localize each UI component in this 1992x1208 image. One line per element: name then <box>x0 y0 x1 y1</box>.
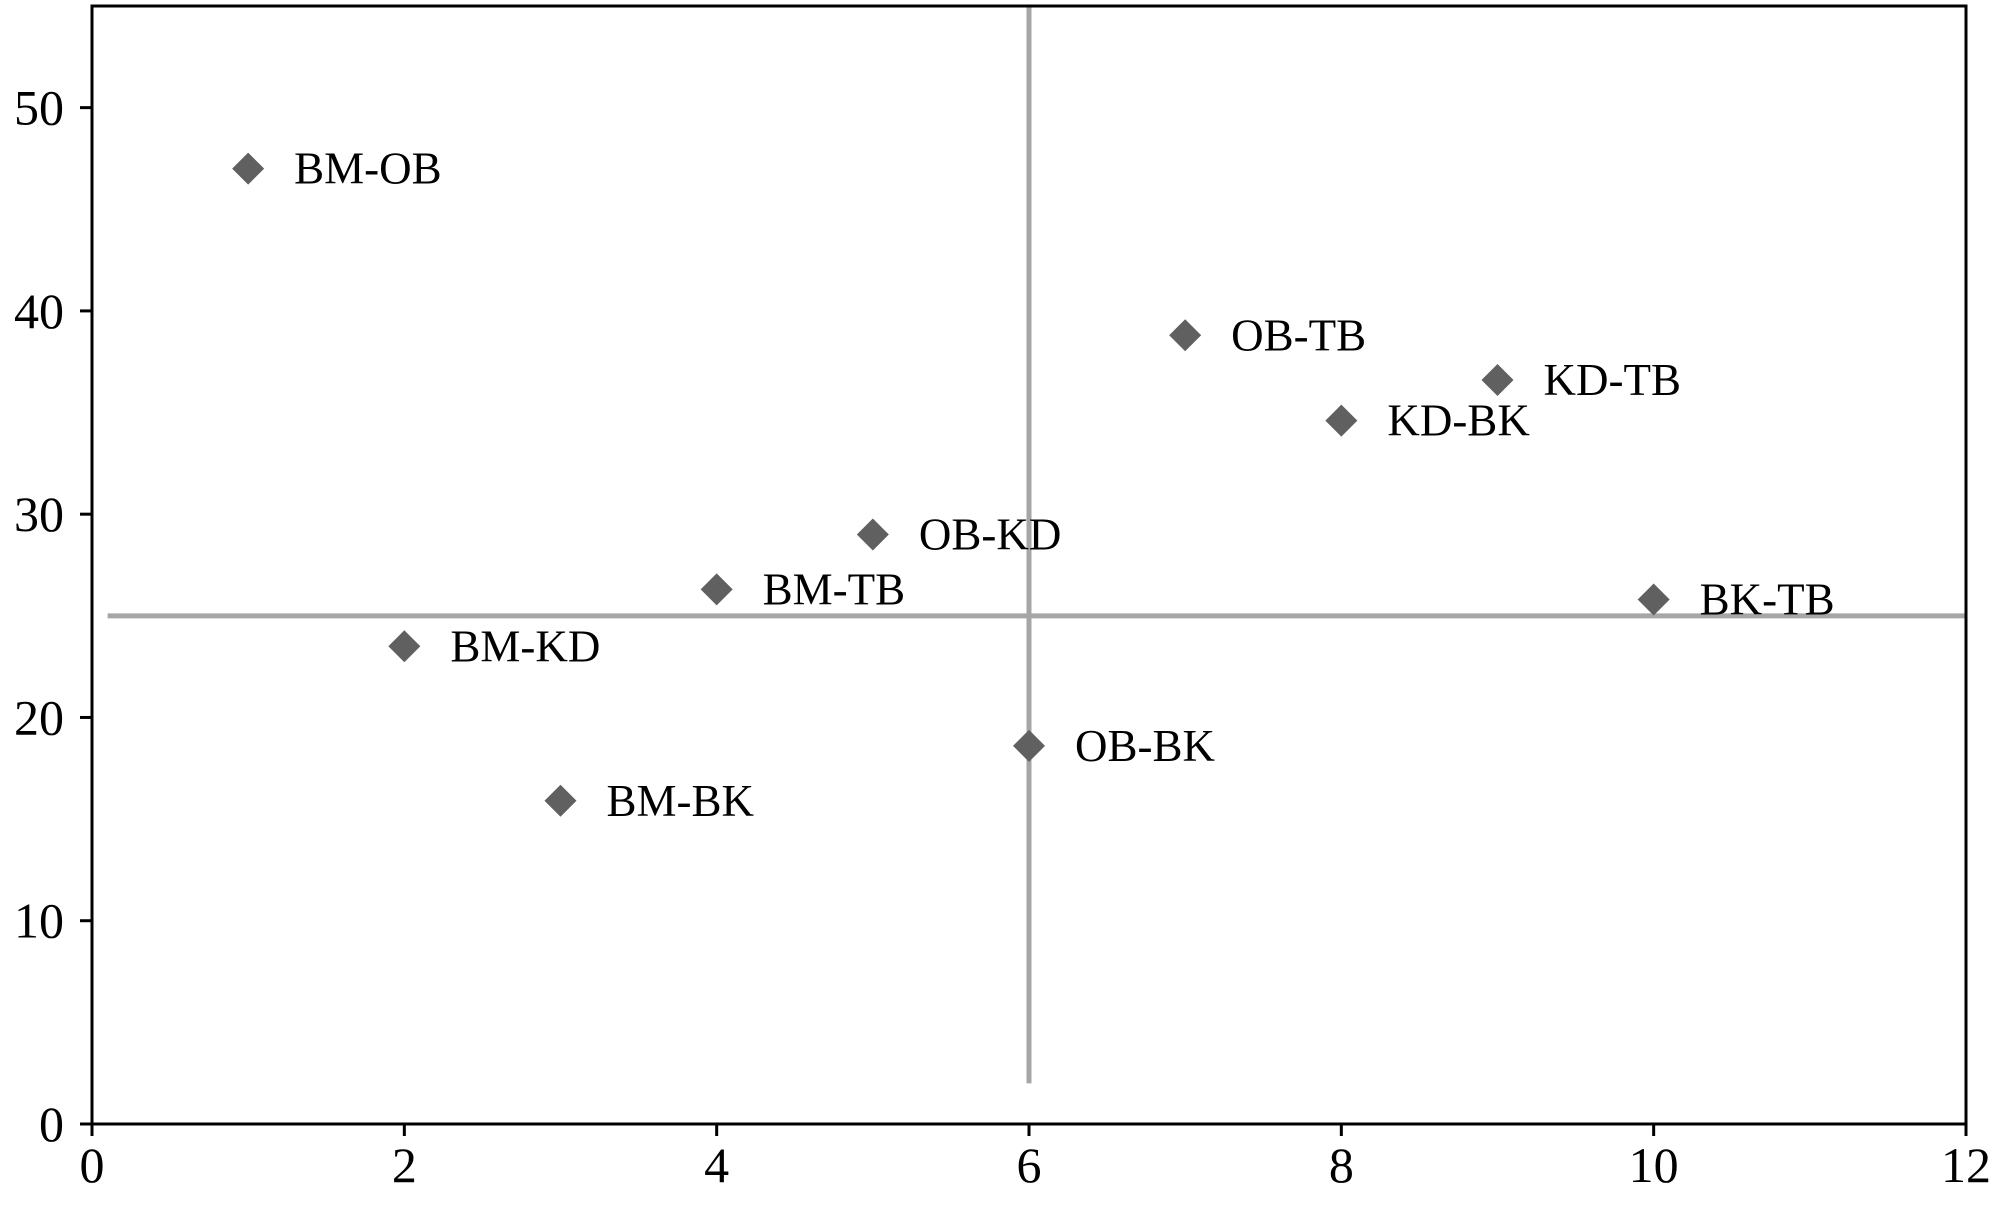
data-point-marker <box>856 518 889 551</box>
x-tick-label: 10 <box>1629 1137 1679 1193</box>
data-point-marker <box>700 573 733 606</box>
data-point-label: OB-TB <box>1231 310 1366 360</box>
data-point-label: BM-OB <box>294 144 442 194</box>
x-tick-label: 8 <box>1329 1137 1354 1193</box>
data-point-label: OB-KD <box>919 510 1061 560</box>
y-tick-label: 40 <box>14 283 64 339</box>
data-point-marker <box>1169 319 1202 352</box>
axes: 0 10 20 30 40 50 0 2 4 6 8 10 12 <box>14 4 1991 1193</box>
data-point-marker <box>232 152 265 185</box>
y-tick-label: 50 <box>14 80 64 136</box>
data-point-marker <box>1637 583 1670 616</box>
y-tick-label: 0 <box>39 1096 64 1152</box>
data-point-marker <box>1013 729 1045 762</box>
data-point-label: BM-KD <box>450 621 600 671</box>
data-points: BM-OB BM-KD BM-BK BM-TB OB-KD OB-BK OB-TB KD-BK… <box>232 144 1835 826</box>
y-tick-label: 20 <box>14 689 64 745</box>
data-point-label: BK-TB <box>1700 575 1835 625</box>
data-point-label: KD-TB <box>1544 355 1681 405</box>
reference-lines <box>107 6 1966 1084</box>
data-point-marker <box>544 784 577 817</box>
x-tick-label: 0 <box>80 1137 105 1193</box>
y-tick-label: 10 <box>14 893 64 949</box>
x-tick-label: 12 <box>1941 1137 1991 1193</box>
data-point-marker <box>388 630 421 663</box>
data-point-marker <box>1481 364 1514 397</box>
data-point-label: KD-BK <box>1387 396 1530 446</box>
data-point-label: OB-BK <box>1075 721 1216 771</box>
x-tick-label: 2 <box>392 1137 417 1193</box>
data-point-label: BM-BK <box>607 776 755 826</box>
x-tick-label: 6 <box>1017 1137 1042 1193</box>
x-tick-label: 4 <box>704 1137 729 1193</box>
y-tick-label: 30 <box>14 486 64 542</box>
data-point-label: BM-TB <box>763 564 906 614</box>
data-point-marker <box>1325 404 1358 437</box>
